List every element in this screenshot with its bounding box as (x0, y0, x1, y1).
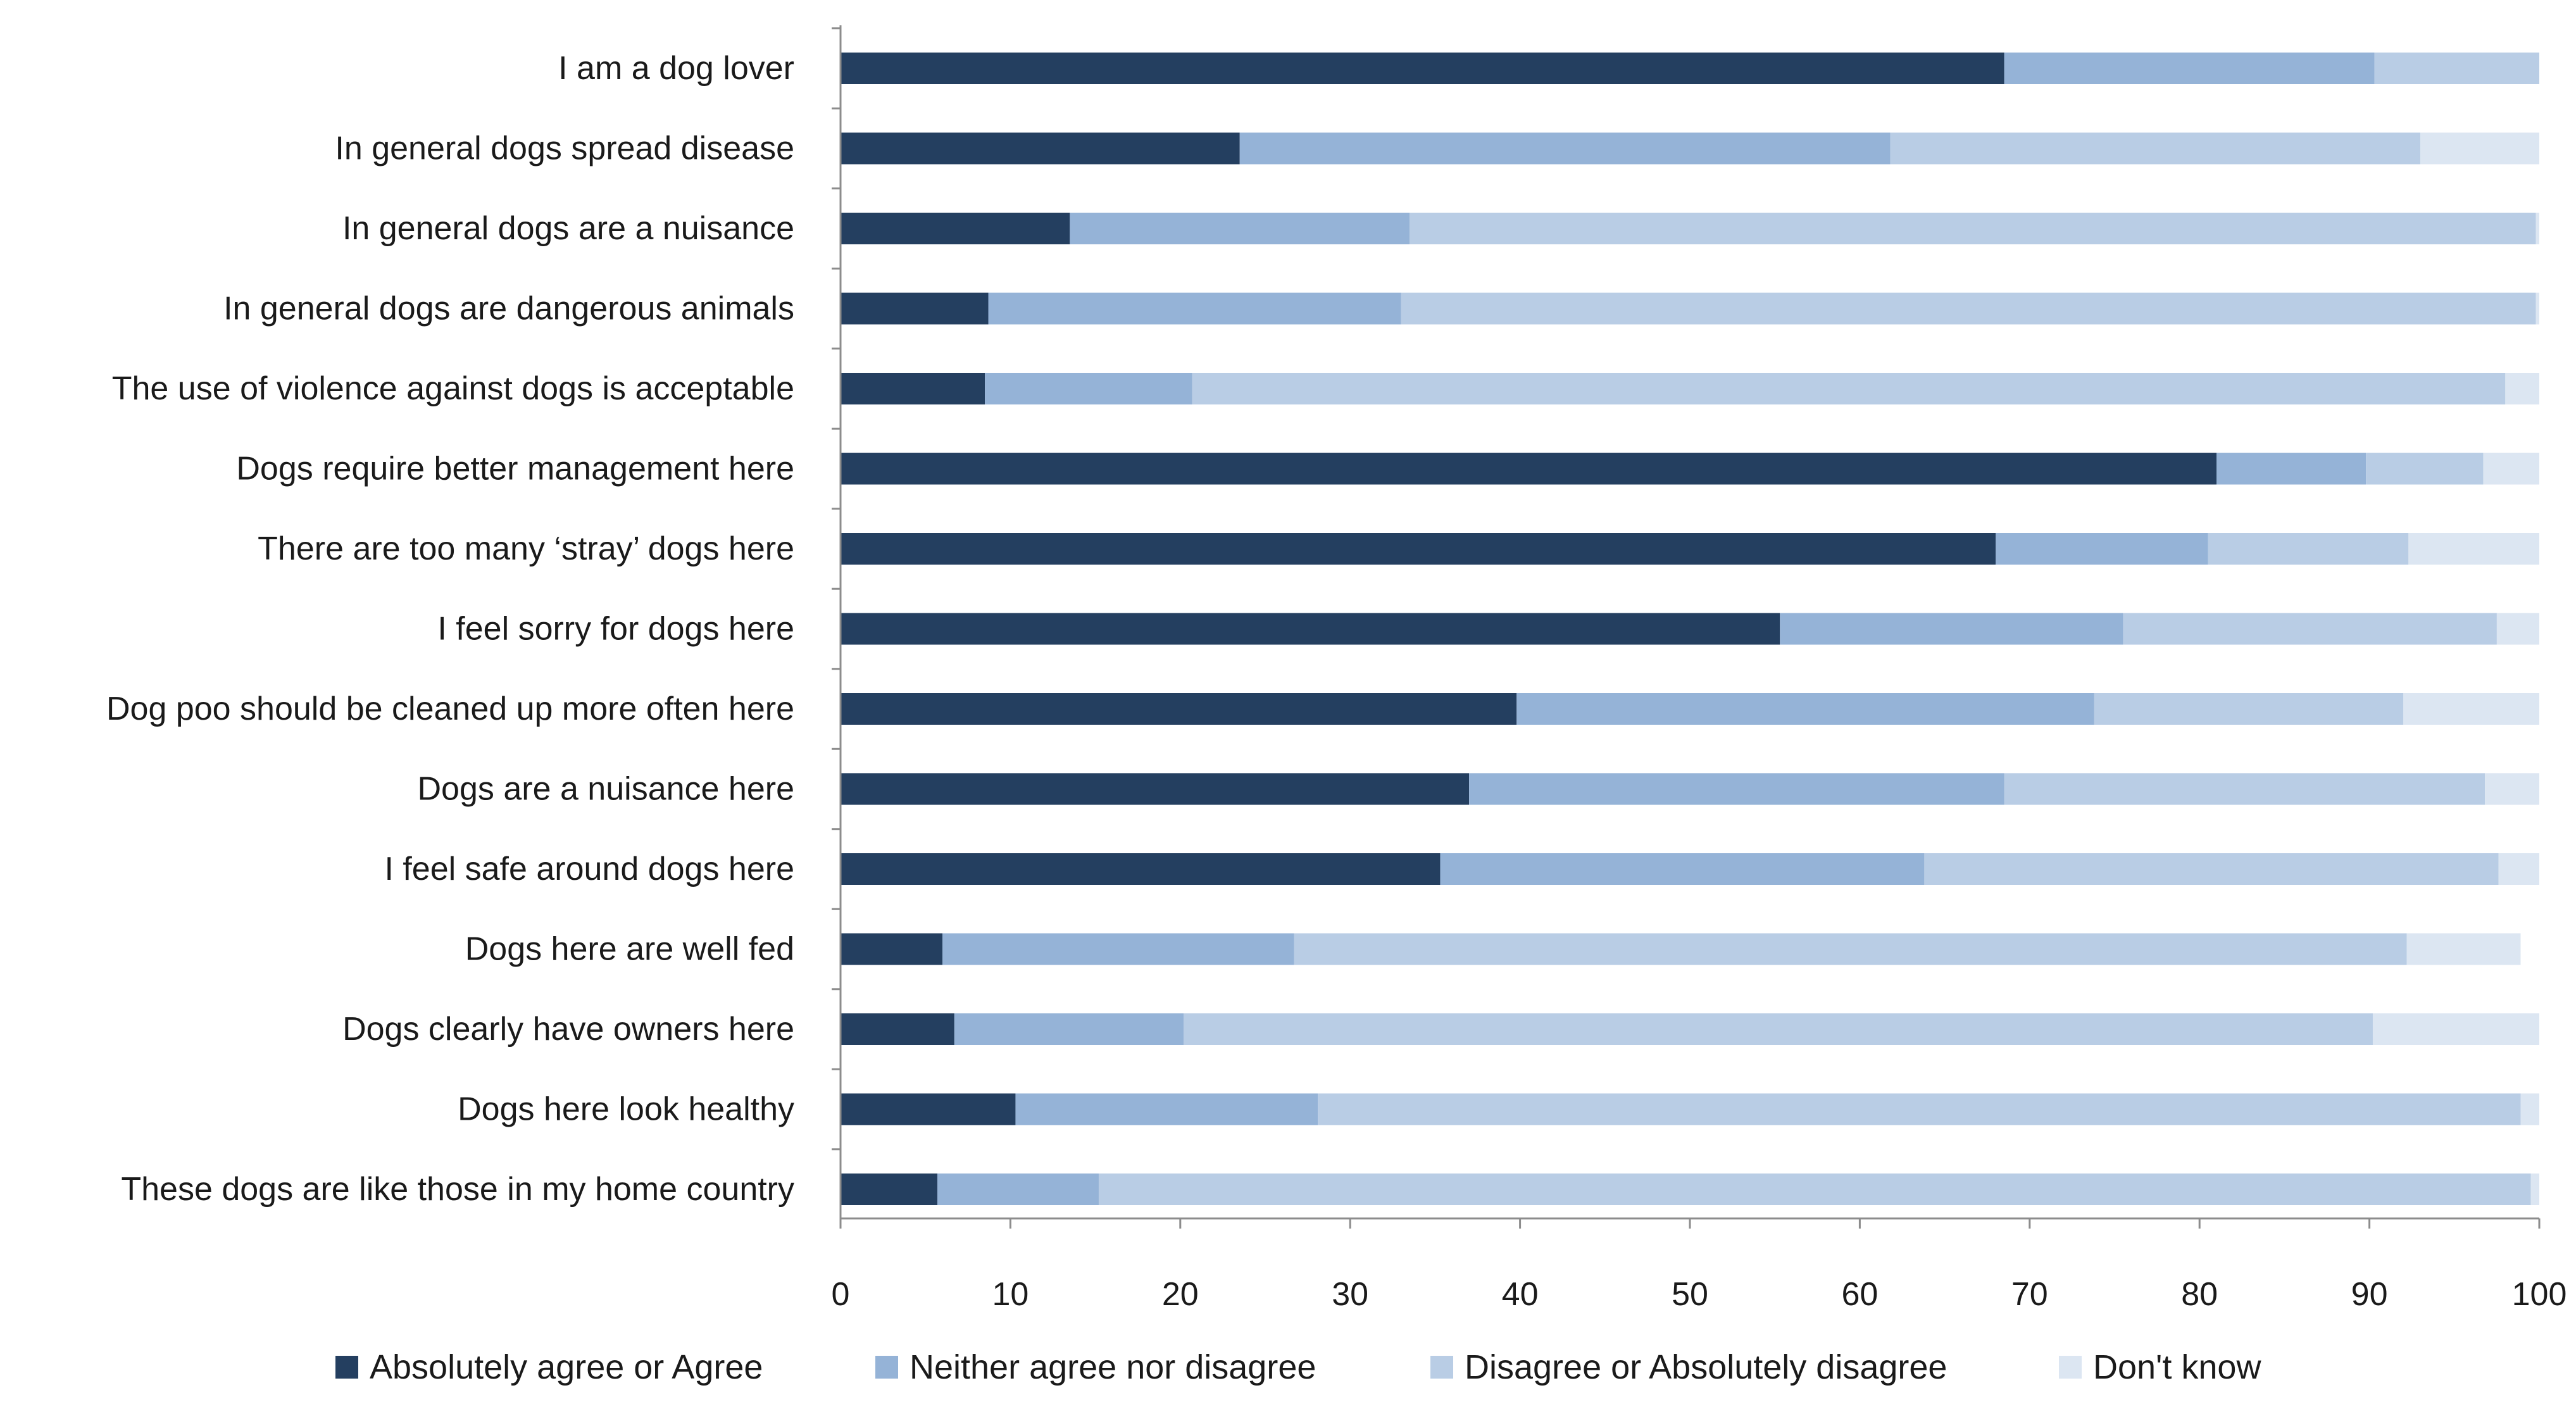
bar-4-series-4 (2536, 293, 2539, 325)
legend-label-1: Absolutely agree or Agree (370, 1348, 763, 1386)
x-tick-label: 50 (1672, 1276, 1708, 1313)
category-labels: I am a dog lover In general dogs spread d… (106, 50, 794, 1208)
stacked-bar-chart: I am a dog lover In general dogs spread d… (0, 0, 2576, 1399)
bar-14-series-3 (1318, 1094, 2520, 1125)
bar-12-series-3 (1294, 934, 2407, 965)
bar-3-series-4 (2536, 213, 2539, 244)
bar-13-series-4 (2373, 1013, 2539, 1045)
bar-13-series-2 (954, 1013, 1184, 1045)
bar-8-series-2 (1780, 613, 2123, 645)
bar-15-series-4 (2531, 1174, 2539, 1205)
category-label: Dogs are a nuisance here (418, 771, 795, 808)
bar-9-series-2 (1516, 693, 2094, 725)
bar-7-series-1 (841, 533, 1996, 565)
bar-3-series-1 (841, 213, 1070, 244)
x-tick-label: 20 (1162, 1276, 1199, 1313)
bar-8-series-1 (841, 613, 1780, 645)
bar-6-series-3 (2366, 453, 2483, 485)
category-label: Dogs require better management here (236, 451, 794, 487)
bar-1-series-1 (841, 53, 2004, 84)
category-label: Dogs here look healthy (458, 1091, 794, 1128)
bar-10-series-4 (2485, 773, 2539, 805)
bar-13-series-3 (1184, 1013, 2373, 1045)
bar-4-series-2 (989, 293, 1401, 325)
bar-2-series-4 (2420, 133, 2539, 165)
category-label: In general dogs spread disease (335, 130, 794, 167)
bar-4-series-3 (1401, 293, 2536, 325)
bar-7-series-3 (2208, 533, 2409, 565)
x-tick-label: 90 (2351, 1276, 2388, 1313)
category-label: Dog poo should be cleaned up more often … (106, 691, 794, 727)
bars-layer (841, 53, 2539, 1205)
bar-5-series-1 (841, 373, 985, 404)
bar-7-series-4 (2408, 533, 2539, 565)
category-label: I feel sorry for dogs here (437, 611, 794, 648)
bar-15-series-2 (937, 1174, 1099, 1205)
bar-3-series-3 (1410, 213, 2535, 244)
bar-6-series-4 (2483, 453, 2539, 485)
bar-7-series-2 (1996, 533, 2208, 565)
x-tick-label: 60 (1841, 1276, 1878, 1313)
category-label: I feel safe around dogs here (384, 851, 794, 887)
category-label: In general dogs are a nuisance (342, 210, 794, 247)
bar-2-series-3 (1891, 133, 2420, 165)
category-label: There are too many ‘stray’ dogs here (258, 530, 794, 567)
legend-swatch-2 (875, 1356, 898, 1379)
x-tick-label: 80 (2181, 1276, 2218, 1313)
bar-10-series-3 (2004, 773, 2485, 805)
x-tick-label: 70 (2011, 1276, 2048, 1313)
bar-9-series-1 (841, 693, 1516, 725)
bar-15-series-1 (841, 1174, 937, 1205)
category-label: Dogs clearly have owners here (342, 1011, 794, 1048)
bar-2-series-1 (841, 133, 1240, 165)
bar-15-series-3 (1099, 1174, 2531, 1205)
bar-8-series-3 (2123, 613, 2496, 645)
bar-11-series-2 (1440, 853, 1924, 885)
bar-9-series-3 (2094, 693, 2403, 725)
bar-12-series-2 (942, 934, 1294, 965)
legend-swatch-4 (2059, 1356, 2082, 1379)
bar-5-series-3 (1192, 373, 2506, 404)
legend-swatch-1 (335, 1356, 358, 1379)
bar-8-series-4 (2497, 613, 2539, 645)
bar-2-series-2 (1240, 133, 1891, 165)
legend-label-3: Disagree or Absolutely disagree (1465, 1348, 1947, 1386)
x-tick-label: 30 (1332, 1276, 1368, 1313)
bar-12-series-1 (841, 934, 942, 965)
bar-4-series-1 (841, 293, 989, 325)
category-label: The use of violence against dogs is acce… (112, 370, 794, 407)
bar-14-series-4 (2520, 1094, 2539, 1125)
bar-12-series-4 (2407, 934, 2521, 965)
legend-swatch-3 (1430, 1356, 1453, 1379)
x-tick-label: 10 (992, 1276, 1029, 1313)
bar-1-series-3 (2375, 53, 2539, 84)
bar-11-series-4 (2499, 853, 2539, 885)
bar-11-series-1 (841, 853, 1440, 885)
bar-10-series-1 (841, 773, 1469, 805)
category-label: These dogs are like those in my home cou… (121, 1171, 794, 1208)
bar-5-series-4 (2505, 373, 2539, 404)
legend-label-2: Neither agree nor disagree (910, 1348, 1316, 1386)
x-tick-label: 100 (2512, 1276, 2567, 1313)
bar-1-series-2 (2004, 53, 2375, 84)
legend: Absolutely agree or Agree Neither agree n… (335, 1348, 2261, 1386)
bar-11-series-3 (1924, 853, 2498, 885)
category-label: I am a dog lover (558, 50, 794, 87)
bar-6-series-2 (2216, 453, 2366, 485)
tick-labels: 0 10 20 30 40 50 60 70 80 90 100 (832, 1276, 2567, 1313)
x-tick-label: 40 (1502, 1276, 1539, 1313)
bar-3-series-2 (1070, 213, 1410, 244)
x-tick-label: 0 (832, 1276, 850, 1313)
bar-9-series-4 (2403, 693, 2539, 725)
bar-14-series-1 (841, 1094, 1015, 1125)
bar-10-series-2 (1469, 773, 2004, 805)
category-label: Dogs here are well fed (465, 931, 794, 968)
category-label: In general dogs are dangerous animals (223, 291, 794, 327)
bar-13-series-1 (841, 1013, 954, 1045)
bar-6-series-1 (841, 453, 2216, 485)
chart: I am a dog lover In general dogs spread d… (0, 0, 2576, 1399)
bar-14-series-2 (1015, 1094, 1318, 1125)
bar-5-series-2 (985, 373, 1192, 404)
legend-label-4: Don't know (2093, 1348, 2261, 1386)
